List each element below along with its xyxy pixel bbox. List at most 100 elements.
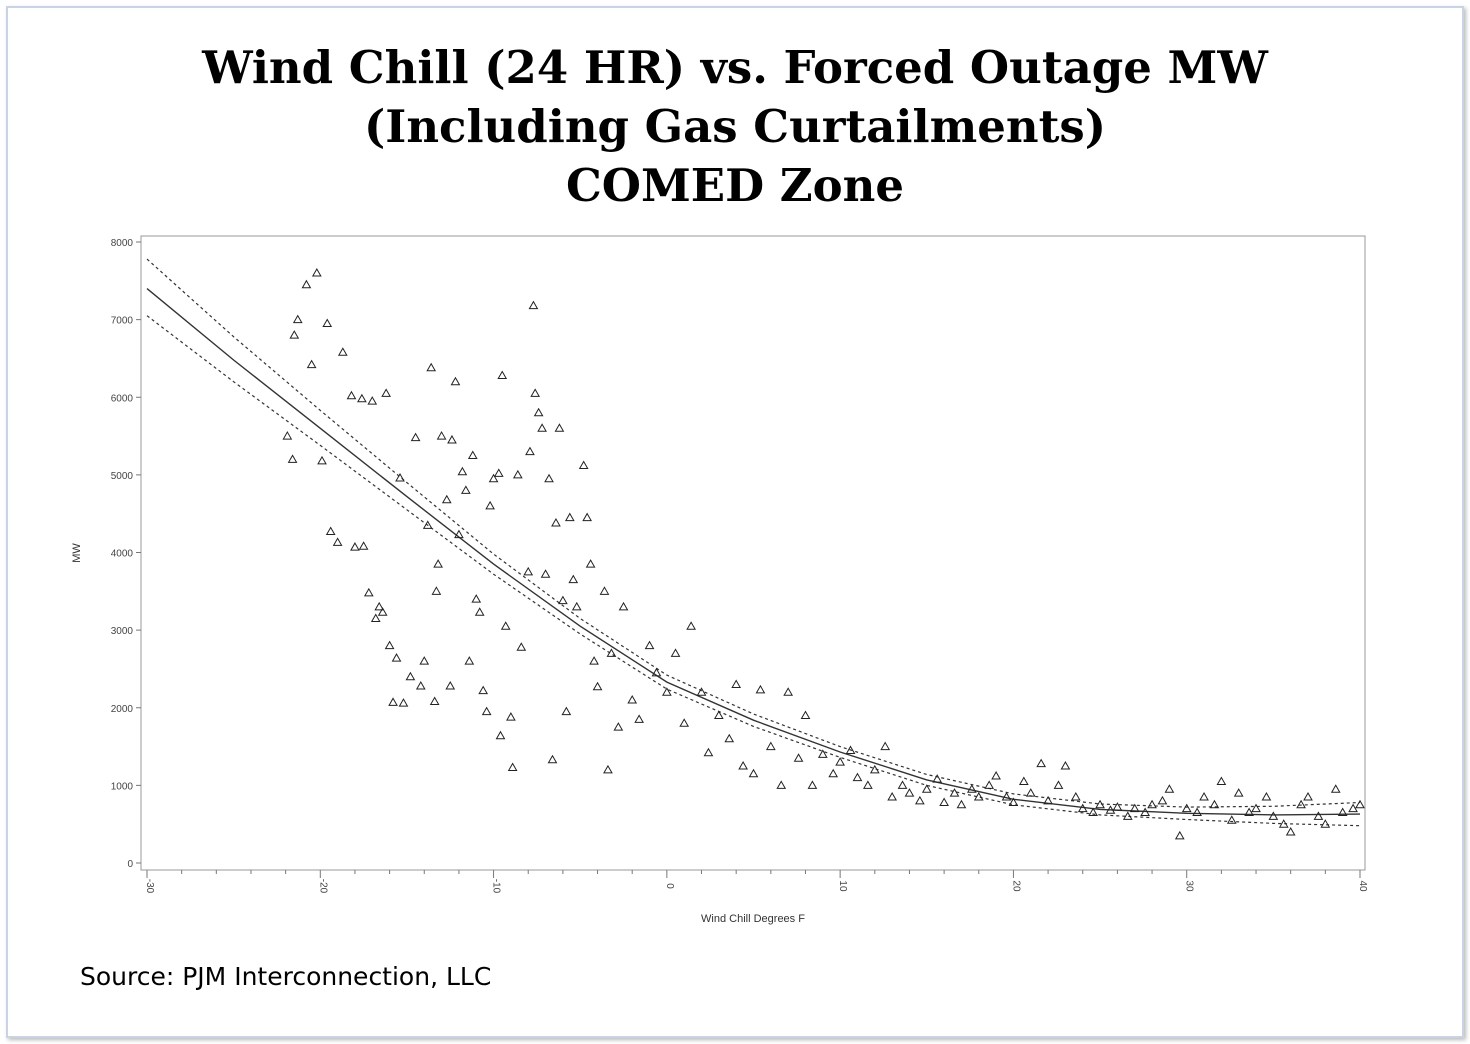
data-point — [1164, 784, 1175, 793]
data-point — [1348, 803, 1358, 813]
data-point — [713, 710, 724, 720]
data-point — [1105, 805, 1116, 814]
data-point — [1216, 776, 1227, 785]
data-point — [845, 745, 856, 754]
data-point — [1233, 788, 1244, 797]
chart-title: Wind Chill (24 HR) vs. Forced Outage MW … — [0, 38, 1470, 215]
data-point — [880, 741, 891, 751]
data-point — [571, 601, 582, 611]
data-point — [528, 300, 539, 310]
title-line-2: (Including Gas Curtailments) — [363, 100, 1107, 153]
data-point — [599, 586, 610, 595]
data-point — [1303, 792, 1313, 801]
data-point — [661, 687, 672, 696]
data-point — [530, 388, 541, 397]
data-point — [1036, 758, 1047, 768]
slide-frame — [6, 6, 1464, 1038]
data-point — [984, 780, 995, 789]
data-point — [863, 780, 873, 789]
data-point — [481, 706, 492, 716]
data-point — [478, 685, 489, 695]
data-point — [1174, 830, 1185, 840]
data-point — [287, 454, 298, 463]
data-point — [350, 542, 360, 551]
data-point — [592, 681, 603, 691]
data-point — [1226, 815, 1237, 824]
data-point — [363, 587, 374, 597]
x-tick-label: 40 — [1357, 880, 1368, 892]
data-point — [1285, 826, 1296, 836]
data-point — [1337, 807, 1348, 817]
x-tick-label: 30 — [1184, 880, 1195, 892]
data-point — [1053, 780, 1064, 789]
data-point — [391, 653, 402, 662]
data-point — [670, 648, 681, 657]
data-point — [1313, 811, 1324, 820]
data-point — [627, 694, 638, 704]
data-point — [322, 318, 333, 328]
y-axis-label: MW — [71, 543, 83, 563]
data-point — [973, 792, 984, 801]
data-point — [317, 455, 327, 465]
data-point — [568, 574, 579, 584]
data-point — [606, 648, 617, 657]
data-point — [696, 687, 707, 696]
data-point — [292, 314, 303, 324]
data-point — [793, 753, 804, 762]
data-point — [1122, 811, 1133, 820]
data-point — [949, 788, 960, 797]
data-point — [914, 795, 925, 805]
y-tick-label: 1000 — [111, 781, 134, 792]
data-point — [533, 407, 544, 417]
data-point — [731, 679, 742, 688]
x-tick-label: -30 — [144, 879, 155, 894]
data-point — [589, 656, 599, 665]
title-line-1: Wind Chill (24 HR) vs. Forced Outage MW — [202, 41, 1268, 94]
data-point — [431, 586, 442, 595]
data-point — [282, 431, 293, 440]
data-point — [506, 712, 516, 721]
data-point — [544, 473, 554, 483]
data-point — [966, 784, 977, 793]
data-point — [512, 469, 523, 479]
data-point — [488, 473, 499, 483]
lower-confidence-line — [146, 315, 1361, 827]
data-point — [346, 390, 357, 400]
data-point — [374, 601, 385, 611]
source-note: Source: PJM Interconnection, LLC — [80, 962, 492, 991]
data-point — [457, 466, 468, 476]
data-point — [1060, 760, 1071, 770]
title-line-3: COMED Zone — [565, 159, 905, 212]
y-tick-label: 2000 — [111, 704, 134, 715]
data-point — [441, 494, 452, 504]
data-point — [1157, 795, 1168, 805]
data-point — [852, 772, 863, 782]
data-point — [817, 749, 828, 758]
plot-frame — [140, 235, 1366, 871]
data-point — [507, 762, 518, 772]
data-point — [1355, 799, 1365, 809]
y-tick-label: 5000 — [111, 471, 134, 482]
data-point — [1192, 807, 1202, 817]
data-point — [651, 667, 662, 677]
data-point — [388, 697, 398, 706]
data-point — [585, 559, 596, 568]
data-point — [921, 784, 932, 793]
data-point — [395, 472, 405, 482]
data-point — [1209, 799, 1220, 809]
data-point — [835, 757, 846, 766]
data-point — [367, 396, 378, 405]
data-point — [474, 607, 485, 616]
data-point — [1095, 799, 1105, 809]
data-point — [301, 279, 312, 289]
data-point — [358, 541, 369, 550]
data-point — [686, 621, 696, 630]
data-point — [419, 656, 430, 665]
data-point — [634, 714, 644, 723]
data-point — [454, 529, 464, 539]
data-point — [603, 764, 613, 774]
data-point — [460, 485, 471, 494]
x-tick-label: -10 — [491, 879, 502, 894]
data-point — [398, 698, 409, 707]
data-point — [1025, 788, 1036, 797]
